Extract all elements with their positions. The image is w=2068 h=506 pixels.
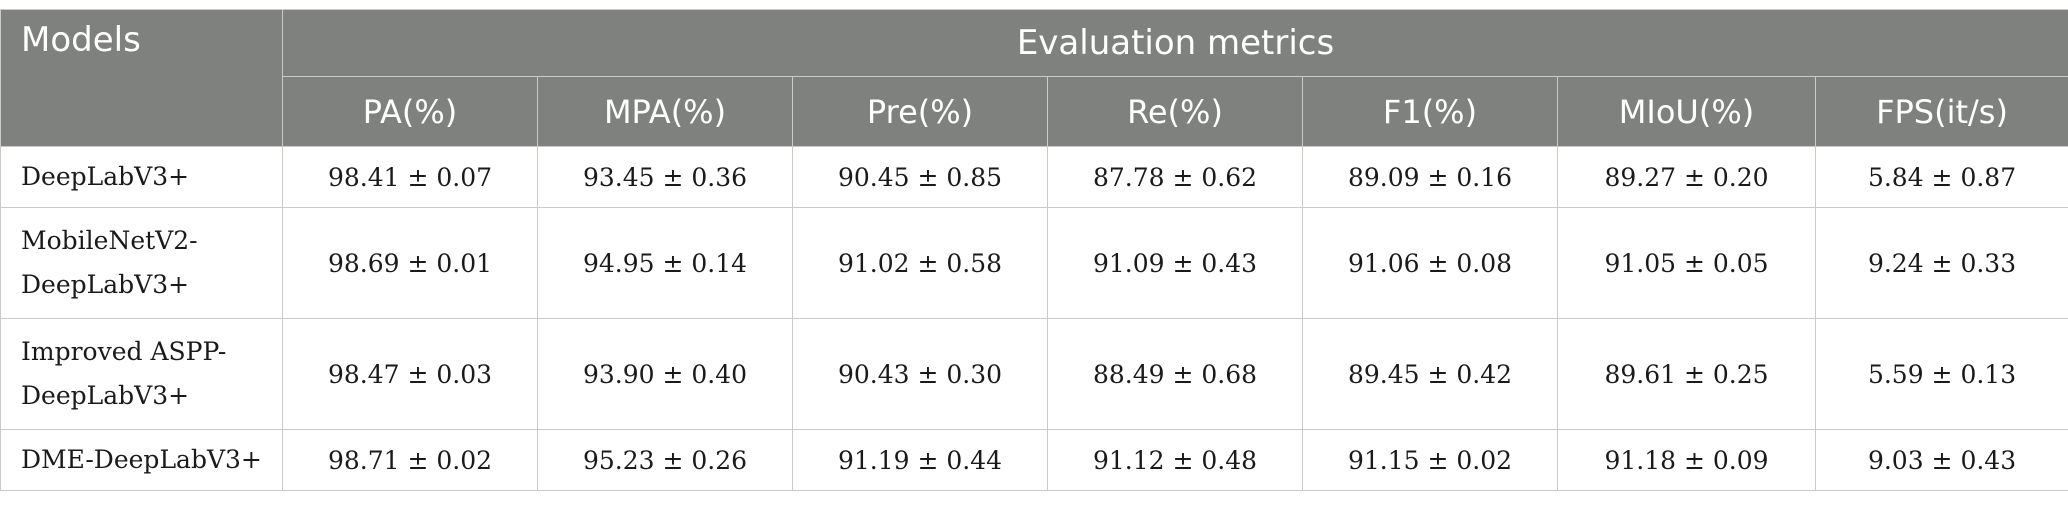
miou-cell: 91.18 ± 0.09	[1557, 429, 1816, 491]
re-cell: 88.49 ± 0.68	[1047, 318, 1303, 430]
model-name-line: MobileNetV2-	[21, 226, 198, 255]
f1-cell: 91.06 ± 0.08	[1302, 207, 1558, 319]
metric-header-re: Re(%)	[1047, 76, 1303, 147]
miou-cell: 91.05 ± 0.05	[1557, 207, 1816, 319]
model-name-line: DeepLabV3+	[21, 270, 190, 299]
metric-header-pa: PA(%)	[282, 76, 538, 147]
re-cell: 87.78 ± 0.62	[1047, 146, 1303, 208]
model-name-line: DME-DeepLabV3+	[21, 445, 262, 474]
pre-cell: 90.43 ± 0.30	[792, 318, 1048, 430]
pa-cell: 98.47 ± 0.03	[282, 318, 538, 430]
f1-cell: 89.45 ± 0.42	[1302, 318, 1558, 430]
mpa-cell: 93.45 ± 0.36	[537, 146, 793, 208]
table-body: DeepLabV3+ 98.41 ± 0.07 93.45 ± 0.36 90.…	[0, 146, 2068, 491]
metric-header-mpa: MPA(%)	[537, 76, 793, 147]
model-name-cell: Improved ASPP- DeepLabV3+	[0, 318, 283, 430]
re-cell: 91.12 ± 0.48	[1047, 429, 1303, 491]
miou-cell: 89.61 ± 0.25	[1557, 318, 1816, 430]
miou-cell: 89.27 ± 0.20	[1557, 146, 1816, 208]
pa-cell: 98.71 ± 0.02	[282, 429, 538, 491]
table-row: MobileNetV2- DeepLabV3+ 98.69 ± 0.01 94.…	[0, 207, 2068, 319]
fps-cell: 9.03 ± 0.43	[1814, 429, 2068, 491]
pre-cell: 91.19 ± 0.44	[792, 429, 1048, 491]
f1-cell: 91.15 ± 0.02	[1302, 429, 1558, 491]
model-name-line: DeepLabV3+	[21, 162, 190, 191]
results-table: Models Evaluation metrics PA(%) MPA(%) P…	[0, 9, 2068, 491]
mpa-cell: 93.90 ± 0.40	[537, 318, 793, 430]
models-column-header: Models	[0, 9, 283, 147]
pre-cell: 91.02 ± 0.58	[792, 207, 1048, 319]
evaluation-metrics-group-header: Evaluation metrics	[281, 9, 2068, 77]
metric-header-miou: MIoU(%)	[1557, 76, 1816, 147]
table-row: Improved ASPP- DeepLabV3+ 98.47 ± 0.03 9…	[0, 318, 2068, 430]
f1-cell: 89.09 ± 0.16	[1302, 146, 1558, 208]
metric-header-pre: Pre(%)	[792, 76, 1048, 147]
fps-cell: 5.84 ± 0.87	[1814, 146, 2068, 208]
mpa-cell: 95.23 ± 0.26	[537, 429, 793, 491]
table-row: DeepLabV3+ 98.41 ± 0.07 93.45 ± 0.36 90.…	[0, 146, 2068, 208]
fps-cell: 5.59 ± 0.13	[1814, 318, 2068, 430]
pa-cell: 98.69 ± 0.01	[282, 207, 538, 319]
re-cell: 91.09 ± 0.43	[1047, 207, 1303, 319]
model-name-line: DeepLabV3+	[21, 381, 190, 410]
model-name-cell: MobileNetV2- DeepLabV3+	[0, 207, 283, 319]
fps-cell: 9.24 ± 0.33	[1814, 207, 2068, 319]
metric-header-f1: F1(%)	[1302, 76, 1558, 147]
model-name-cell: DME-DeepLabV3+	[0, 429, 283, 491]
table-row: DME-DeepLabV3+ 98.71 ± 0.02 95.23 ± 0.26…	[0, 429, 2068, 491]
mpa-cell: 94.95 ± 0.14	[537, 207, 793, 319]
metric-header-fps: FPS(it/s)	[1814, 76, 2068, 147]
model-name-cell: DeepLabV3+	[0, 146, 283, 208]
model-name-line: Improved ASPP-	[21, 337, 227, 366]
pre-cell: 90.45 ± 0.85	[792, 146, 1048, 208]
table-header: Models Evaluation metrics PA(%) MPA(%) P…	[0, 9, 2068, 147]
results-table-container: Models Evaluation metrics PA(%) MPA(%) P…	[0, 9, 2068, 491]
pa-cell: 98.41 ± 0.07	[282, 146, 538, 208]
